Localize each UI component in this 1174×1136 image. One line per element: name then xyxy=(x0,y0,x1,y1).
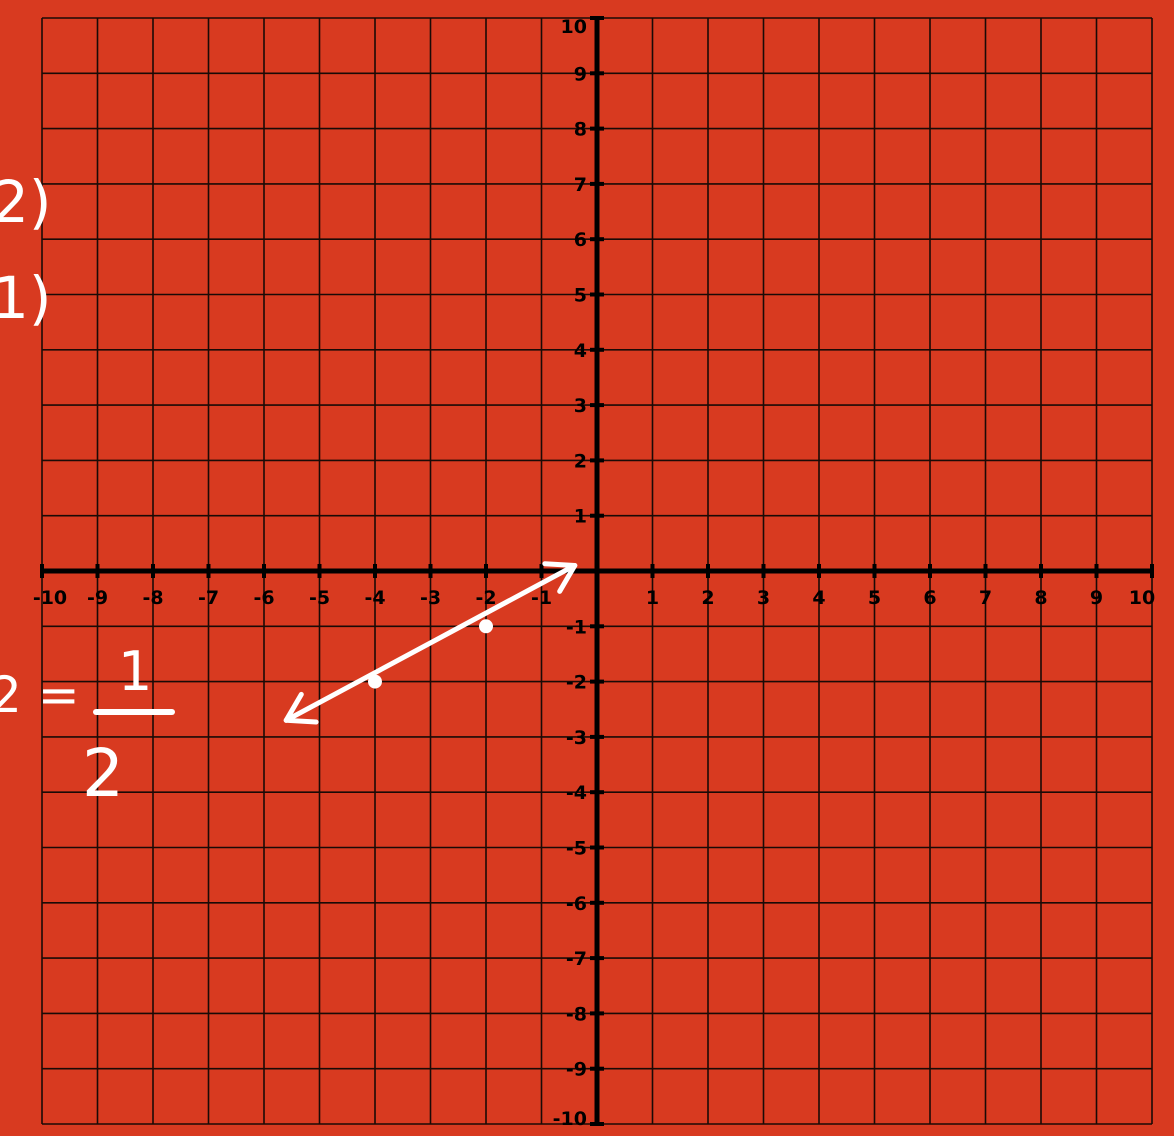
x-tick-label: -3 xyxy=(420,587,441,609)
plotted-point xyxy=(368,674,382,689)
x-tick-label: 1 xyxy=(646,587,659,609)
y-tick-label: 3 xyxy=(574,395,587,417)
axes xyxy=(42,18,1152,1124)
x-tick-label: 10 xyxy=(1129,587,1155,609)
plotted-line xyxy=(283,561,578,725)
y-tick-label: 9 xyxy=(574,63,587,85)
x-tick-label: 2 xyxy=(701,587,714,609)
x-tick-label: -2 xyxy=(475,587,496,609)
y-tick-label: -2 xyxy=(566,672,587,694)
y-tick-label: -4 xyxy=(566,782,587,804)
y-tick-label: -7 xyxy=(566,948,587,970)
x-tick-label: 6 xyxy=(923,587,936,609)
y-tick-label: 8 xyxy=(574,119,587,141)
y-tick-label: -6 xyxy=(566,893,587,915)
handwritten-fraction-denominator: 2 xyxy=(82,735,124,812)
y-tick-label: -1 xyxy=(566,616,587,638)
y-tick-label: -3 xyxy=(566,727,587,749)
x-tick-label: -10 xyxy=(33,587,67,609)
x-tick-label: 4 xyxy=(812,587,825,609)
x-tick-label: -5 xyxy=(309,587,330,609)
x-tick-label: 3 xyxy=(757,587,770,609)
y-tick-label: -9 xyxy=(566,1059,587,1081)
plotted-line-segment xyxy=(283,562,578,723)
x-tick-label: -1 xyxy=(531,587,552,609)
x-tick-label: 7 xyxy=(979,587,992,609)
handwritten-fragment-2: 1) xyxy=(0,264,52,332)
y-tick-label: -8 xyxy=(566,1003,587,1025)
arrowhead-left xyxy=(283,691,319,725)
x-tick-label: 9 xyxy=(1090,587,1103,609)
x-tick-label: 8 xyxy=(1034,587,1047,609)
y-tick-label: 6 xyxy=(574,229,587,251)
x-tick-label: -6 xyxy=(253,587,274,609)
tick-labels: -10 -9 -8 -7 -6 -5 -4 -3 -2 -1 1 2 3 4 5 6 7 8 9 10 -10 -9 -8 -… xyxy=(33,16,1155,1130)
x-tick-label: -8 xyxy=(142,587,163,609)
x-tick-label: -9 xyxy=(87,587,108,609)
handwritten-fragment-1: 2) xyxy=(0,168,52,236)
handwritten-fraction-numerator: 1 xyxy=(118,640,152,703)
y-tick-label: 7 xyxy=(574,174,587,196)
y-tick-label: 2 xyxy=(574,450,587,472)
x-tick-label: -4 xyxy=(364,587,385,609)
y-tick-label: -5 xyxy=(566,838,587,860)
plotted-point xyxy=(479,619,493,634)
y-tick-label: 4 xyxy=(574,340,587,362)
tick-marks xyxy=(40,16,1154,1126)
y-tick-label: 10 xyxy=(561,16,587,38)
arrowhead-right xyxy=(542,561,578,594)
y-tick-label: 5 xyxy=(574,285,587,307)
handwritten-equation-left: 2 = xyxy=(0,666,80,724)
x-tick-label: 5 xyxy=(868,587,881,609)
y-tick-label: 1 xyxy=(574,506,587,528)
y-tick-label: -10 xyxy=(553,1108,587,1130)
x-tick-label: -7 xyxy=(198,587,219,609)
